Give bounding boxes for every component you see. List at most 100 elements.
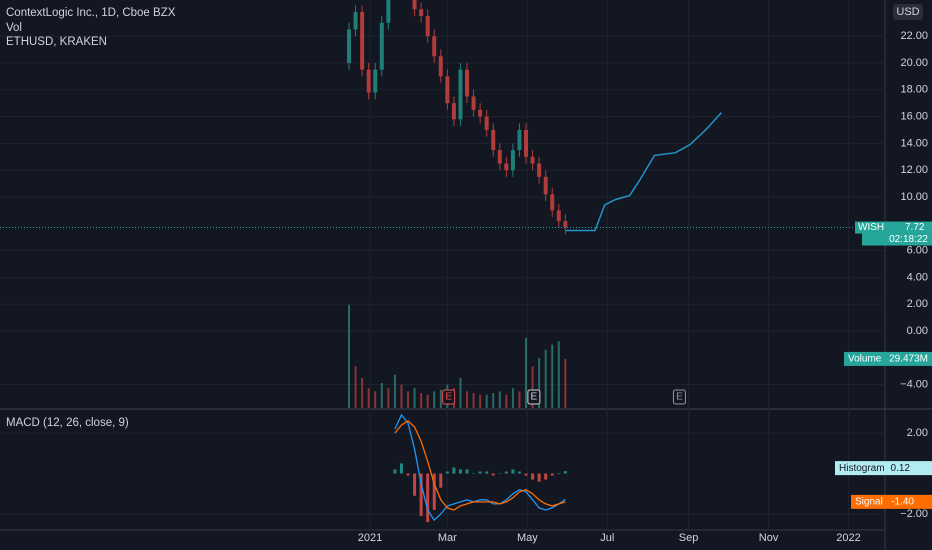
candle-body [563,221,568,228]
candle-body [517,129,522,151]
x-tick-label: Jul [600,532,614,544]
y-tick-label: −4.00 [900,378,928,390]
histogram-bar [537,473,541,482]
x-tick-label: 2021 [358,532,382,544]
volume-marker-box [844,351,932,366]
macd-line [394,420,566,511]
histogram-marker-box [835,461,932,476]
price-label: 7.72 [905,222,925,233]
histogram-marker-value: 0.12 [891,463,911,474]
earnings-badge [672,389,686,405]
symbol-label: WISH [858,222,884,233]
signal-marker-box [851,494,932,509]
volume-bar [479,394,482,408]
volume-bar [557,341,560,408]
countdown: 02:18:22 [889,234,928,245]
histogram-bar [393,469,397,474]
signal-marker-name: Signal [855,497,883,508]
histogram-bar [478,471,482,474]
histogram-bar [413,473,417,496]
candle-body [465,69,470,97]
currency[interactable]: USD [896,6,919,18]
volume-marker-value: 29.473M [889,354,928,365]
candle-body [504,163,509,171]
y-tick-label: 4.00 [907,271,928,283]
candle-body [550,194,555,211]
histogram-bar [406,473,410,476]
y-tick-label: −2.00 [900,508,928,520]
x-tick-label: Mar [438,532,457,544]
earnings-label: E [445,392,452,403]
countdown-box [862,233,932,246]
macd-line [394,413,566,522]
candle-body [491,129,496,151]
candle-body [425,16,430,37]
candle-body [432,36,437,57]
candle-body [360,12,365,70]
volume-bar [492,393,495,408]
overlay-line [566,112,722,232]
candle-body [478,109,483,117]
y-tick-label: 16.00 [900,110,928,122]
histogram-bar [550,473,554,476]
histogram-bar [419,473,423,517]
histogram-bar [517,471,521,474]
candle-body [373,69,378,93]
volume-bar [387,388,390,408]
volume-bar [413,388,416,408]
histogram-bar [563,471,567,474]
candle-body [530,156,535,164]
candle-body [484,116,489,130]
candle-body [524,129,529,157]
x-tick-label: May [517,532,538,544]
volume-bar [459,378,462,408]
candle-body [419,9,424,17]
currency-badge[interactable] [893,4,923,20]
volume-bar [433,391,436,408]
earnings-badge [442,389,456,405]
earnings-badge [527,389,541,405]
candle-body [497,150,502,164]
volume-bar [466,391,469,408]
volume-bar [472,393,475,408]
volume-bar [518,391,521,408]
histogram-bar [432,473,436,510]
candle-body [451,103,456,120]
histogram-bar [458,469,462,474]
y-tick-label: 14.00 [900,137,928,149]
histogram-bar [504,471,508,474]
candle-body [471,96,476,110]
marks [0,0,885,523]
volume-bar [361,378,364,408]
candle-body [386,0,391,23]
candle-body [366,69,371,93]
candle-body [510,150,515,171]
volume-bar [354,366,357,408]
histogram-bar [491,473,495,476]
y-tick-label: 0.00 [907,325,928,337]
volume-bar [407,391,410,408]
candle-body [537,163,542,177]
volume-bar [439,389,442,408]
volume-bar [511,388,514,408]
candle-body [438,56,443,77]
volume-bar [420,393,423,408]
volume-bar [531,366,534,408]
y-tick-label: 22.00 [900,30,928,42]
overlay-title: ETHUSD, KRAKEN [6,36,107,48]
y-tick-label: 6.00 [907,244,928,256]
candle-body [353,12,358,30]
y-tick-label: 20.00 [900,57,928,69]
x-tick-label: 2022 [836,532,860,544]
histogram-bar [485,471,489,474]
histogram-bar [544,473,548,480]
histogram-bar [426,473,430,523]
x-tick-label: Sep [679,532,699,544]
volume-bar [426,394,429,408]
macd-title: MACD (12, 26, close, 9) [6,417,129,429]
volume-bar [525,338,528,408]
histogram-bar [524,473,528,476]
volume-bar [374,391,377,408]
histogram-bar [445,471,449,474]
